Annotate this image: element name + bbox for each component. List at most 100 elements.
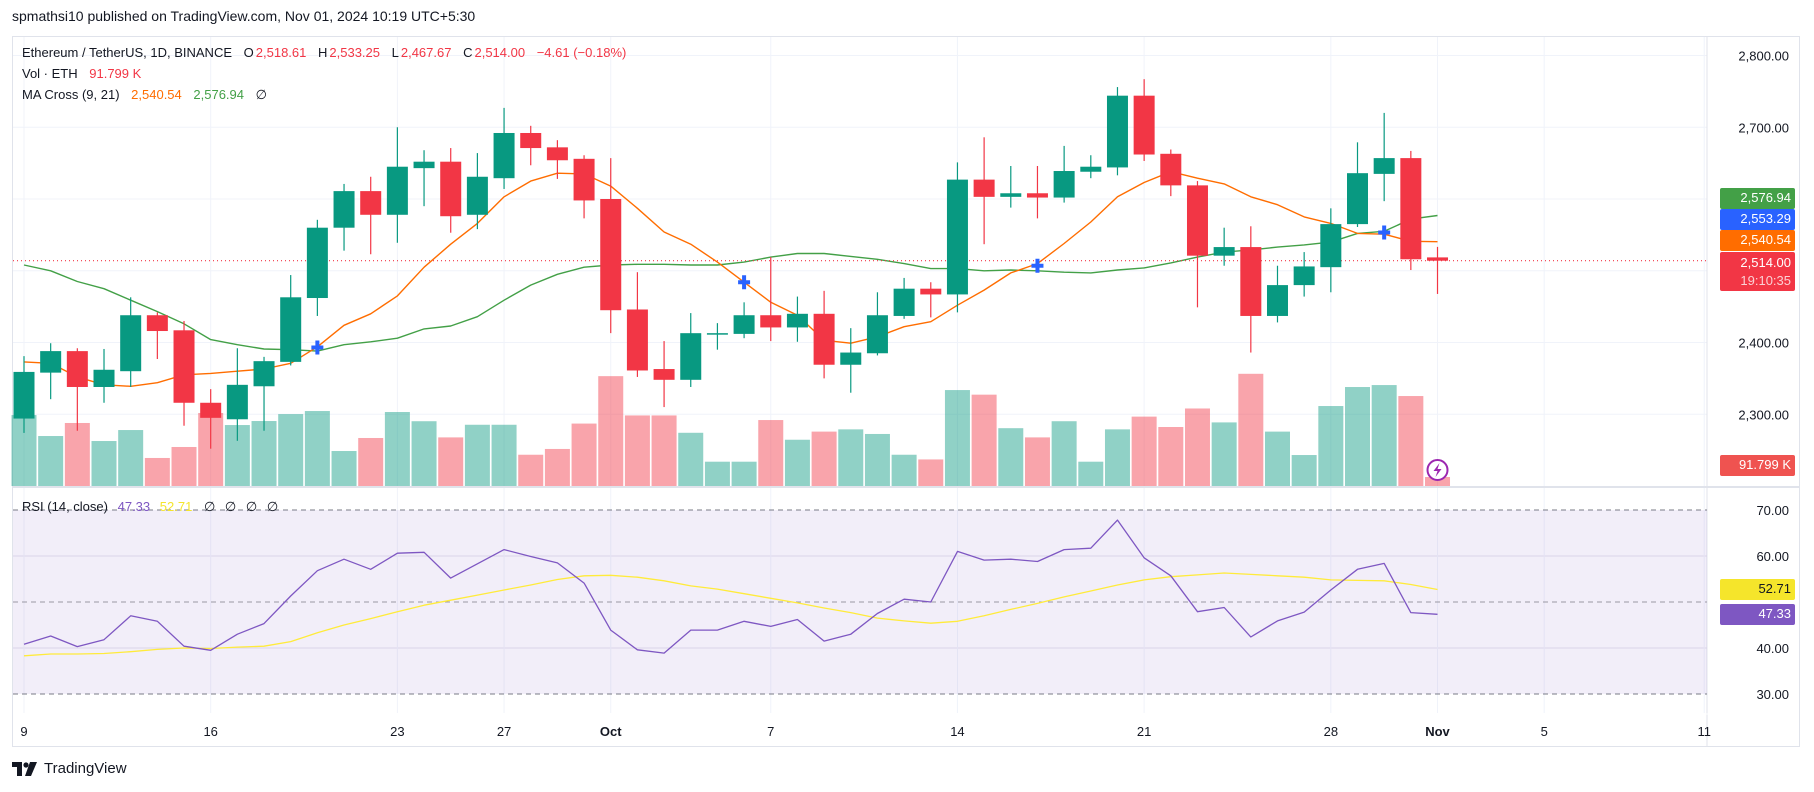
volume-bar	[384, 412, 410, 486]
candle-body	[1186, 185, 1208, 256]
ma-cross-marker-icon	[1031, 258, 1044, 273]
candle-body	[840, 352, 862, 365]
candle	[280, 275, 302, 366]
candle-body	[1106, 95, 1128, 168]
rsi-tick-label: 60.00	[1756, 549, 1789, 564]
candle-body	[386, 166, 408, 215]
lightning-icon	[1426, 459, 1449, 481]
candle	[40, 343, 62, 400]
volume-bar	[1425, 477, 1451, 486]
volume-bar	[518, 454, 544, 486]
candle-body	[360, 191, 382, 215]
ma-fast-value: 2,540.54	[131, 87, 182, 102]
ma-cross-marker-icon	[1378, 225, 1391, 240]
volume-label: Vol · ETH	[22, 66, 78, 81]
rsi-extra-4: ∅	[266, 499, 279, 514]
open-label: O	[243, 45, 254, 60]
volume-bar	[1318, 406, 1344, 486]
volume-bar	[731, 461, 757, 486]
price-tick-label: 2,300.00	[1738, 407, 1789, 422]
time-tick-label: 9	[20, 724, 27, 739]
candle	[386, 127, 408, 243]
candle	[146, 312, 168, 360]
time-tick-label: 16	[203, 724, 217, 739]
candle-body	[1026, 193, 1048, 198]
time-tick-label: 7	[767, 724, 774, 739]
ma-cross-marker-icon	[311, 340, 324, 355]
tradingview-logo[interactable]: TradingView	[12, 760, 127, 777]
candle-body	[280, 297, 302, 362]
candle-body	[306, 227, 328, 299]
rsi-value: 47.33	[117, 499, 151, 514]
price-tick-label: 2,700.00	[1738, 120, 1789, 135]
candle-body	[200, 402, 222, 418]
volume-value: 91.799 K	[89, 66, 142, 81]
rsi-legend[interactable]: RSI (14, close) 47.33 52.71 ∅ ∅ ∅ ∅	[22, 499, 282, 515]
volume-bar	[598, 376, 624, 486]
candle	[13, 356, 35, 433]
ma-slow-axis-label: 2,576.94	[1720, 188, 1795, 209]
ma-cross-legend[interactable]: MA Cross (9, 21) 2,540.54 2,576.94 ∅	[22, 87, 271, 103]
volume-bar	[1104, 429, 1130, 486]
candle-body	[333, 191, 355, 228]
price-tick-label: 2,800.00	[1738, 49, 1789, 64]
time-tick-label: 23	[390, 724, 404, 739]
candle-body	[653, 369, 675, 380]
volume-legend[interactable]: Vol · ETH 91.799 K	[22, 66, 145, 82]
candle	[493, 107, 515, 189]
candle	[1320, 208, 1342, 293]
ma-slow-line	[23, 214, 1438, 352]
candle	[466, 153, 488, 230]
rsi-extra-2: ∅	[224, 499, 237, 514]
symbol-title[interactable]: Ethereum / TetherUS, 1D, BINANCE	[22, 45, 233, 60]
volume-bar	[1264, 431, 1290, 486]
ma-extra-value: ∅	[255, 87, 267, 102]
candle-body	[1080, 166, 1102, 172]
candle-body	[546, 147, 568, 161]
volume-bar	[464, 424, 490, 486]
volume-bar	[1131, 416, 1157, 486]
volume-bar	[438, 437, 464, 486]
candle	[520, 125, 542, 166]
candle	[200, 389, 222, 449]
candle	[1347, 142, 1368, 227]
candle	[1293, 252, 1315, 297]
candle-body	[146, 315, 168, 332]
last-price-axis-label: 2,514.00 19:10:35	[1720, 252, 1795, 291]
close-value: 2,514.00	[474, 45, 526, 60]
volume-bar	[544, 448, 570, 486]
candle	[573, 155, 595, 219]
candle-body	[706, 333, 728, 335]
volume-bar	[1211, 422, 1237, 486]
tradingview-logo-icon	[12, 761, 37, 776]
high-label: H	[318, 45, 328, 60]
volume-bar	[331, 451, 357, 486]
volume-bar	[1158, 427, 1184, 486]
candle	[306, 219, 328, 316]
candle-body	[973, 179, 995, 197]
candle	[786, 296, 808, 342]
volume-bar	[38, 436, 64, 486]
candle	[840, 328, 862, 393]
candle-body	[1053, 171, 1075, 198]
bar-countdown: 19:10:35	[1740, 273, 1791, 288]
time-tick-label: 27	[497, 724, 511, 739]
volume-bar	[784, 439, 810, 486]
time-tick-label: 14	[950, 724, 964, 739]
candle-body	[1240, 247, 1262, 316]
candle-body	[920, 288, 942, 295]
candle-body	[1266, 285, 1288, 316]
candle	[333, 183, 355, 251]
candle	[733, 302, 755, 339]
volume-bar	[918, 459, 944, 486]
symbol-legend[interactable]: Ethereum / TetherUS, 1D, BINANCE O 2,518.…	[22, 45, 630, 61]
candle-body	[13, 371, 35, 419]
volume-bar	[171, 446, 197, 486]
volume-bar	[358, 437, 384, 486]
candle-body	[253, 361, 275, 387]
rsi-tick-label: 40.00	[1756, 641, 1789, 656]
low-value: 2,467.67	[400, 45, 452, 60]
volume-bar	[118, 430, 144, 486]
candle	[920, 282, 942, 318]
